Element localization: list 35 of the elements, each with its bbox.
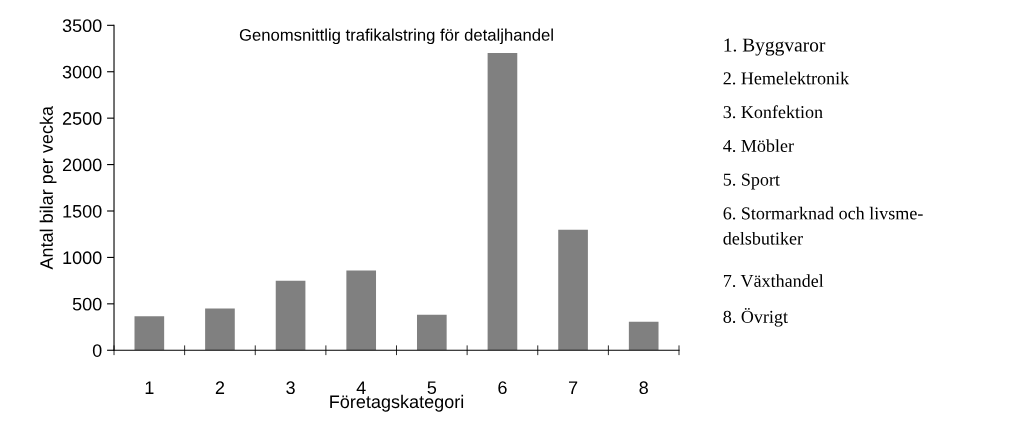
y-tick-label: 3500 (62, 19, 102, 33)
x-tick-label: 8 (639, 381, 648, 395)
text: 6. Stormarknad och livsme- delsbutiker (723, 206, 923, 245)
y-tick-label: 500 (72, 297, 102, 311)
bar (134, 316, 165, 351)
bar (487, 52, 518, 351)
bar (275, 280, 306, 351)
x-tick-label: 5 (427, 381, 437, 395)
x-tick-label: 2 (215, 381, 225, 394)
text: 2. Hemelektronik (723, 71, 850, 85)
x-axis-title: Företagskategori (330, 394, 464, 412)
bar (628, 321, 659, 351)
y-axis-title: Antal bilar per vecka (39, 105, 57, 270)
text: 8. Övrigt (723, 308, 788, 327)
x-tick-label: 1 (145, 381, 154, 394)
x-tick-label: 4 (356, 381, 366, 394)
text: 5. Sport (723, 173, 780, 190)
x-tick-label: 7 (568, 381, 578, 394)
bar (205, 308, 235, 351)
y-tick-label: 0 (92, 344, 102, 357)
y-tick-label: 3000 (62, 65, 102, 79)
y-tick-label: 2000 (62, 158, 102, 172)
x-tick-label: 6 (498, 381, 507, 395)
y-tick-label: 1500 (63, 204, 102, 218)
bar (416, 314, 447, 351)
text: 1. Byggvaror (724, 38, 826, 56)
text: 7. Växthandel (723, 274, 824, 288)
bar (558, 229, 588, 351)
chart-title: Genomsnittlig trafikalstring för detaljhandel (239, 28, 553, 45)
bar (346, 270, 377, 351)
y-tick-label: 2500 (62, 112, 102, 125)
y-tick-label: 1000 (63, 251, 102, 265)
text: 3. Konfektion (723, 105, 823, 119)
text: 4. Möbler (723, 139, 794, 153)
x-tick-label: 3 (286, 381, 295, 395)
